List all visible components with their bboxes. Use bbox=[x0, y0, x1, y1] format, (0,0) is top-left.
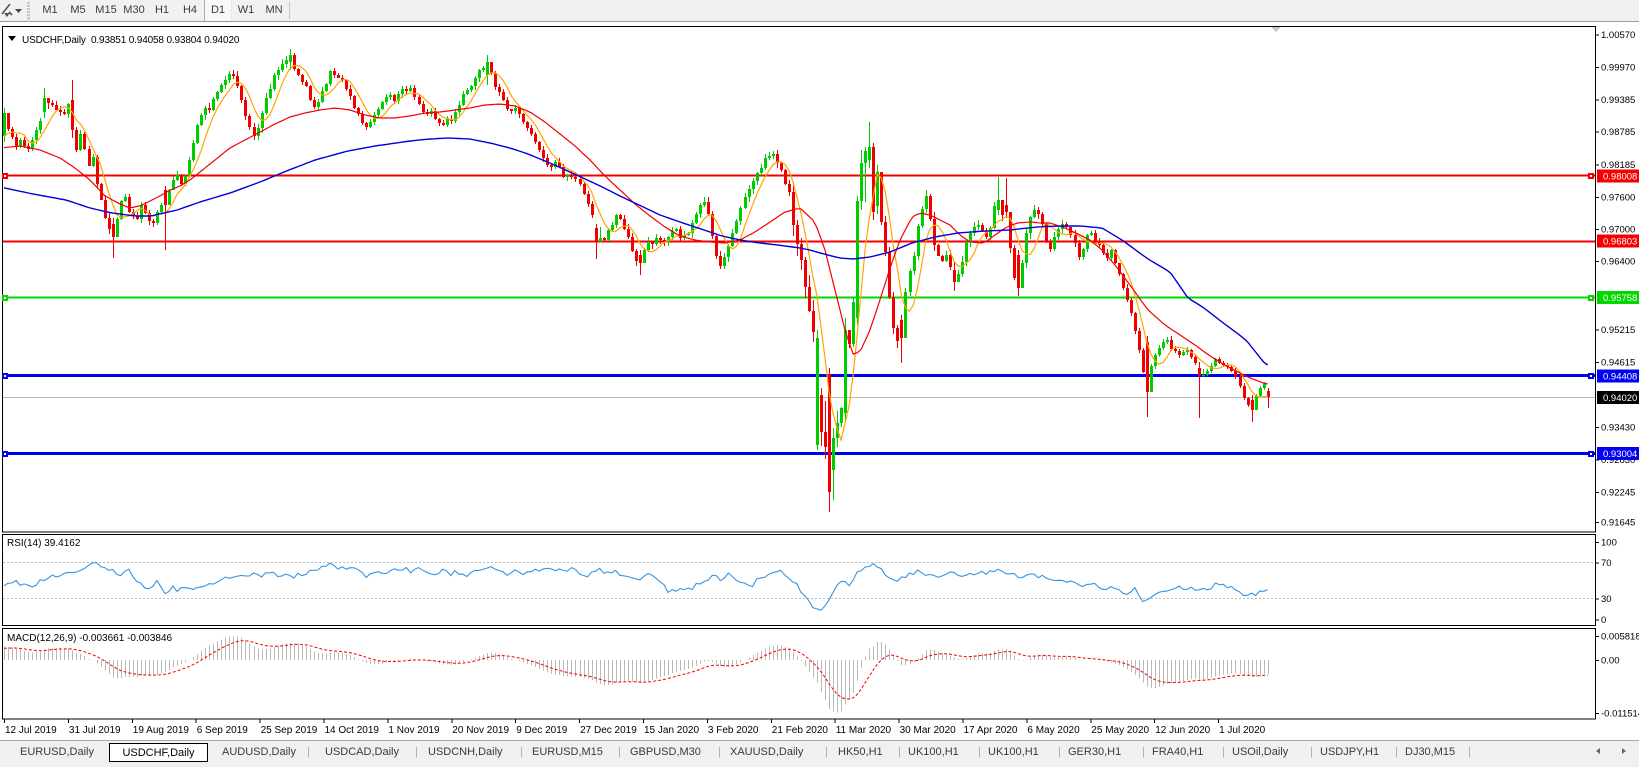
svg-text:0.005818: 0.005818 bbox=[1601, 632, 1639, 643]
svg-text:1 Jul 2020: 1 Jul 2020 bbox=[1219, 725, 1266, 736]
svg-text:25 Sep 2019: 25 Sep 2019 bbox=[261, 725, 318, 736]
svg-text:MACD(12,26,9) -0.003661 -0.003: MACD(12,26,9) -0.003661 -0.003846 bbox=[7, 633, 173, 644]
svg-text:21 Feb 2020: 21 Feb 2020 bbox=[772, 725, 829, 736]
svg-text:0.00: 0.00 bbox=[1601, 656, 1620, 667]
svg-text:0.91645: 0.91645 bbox=[1601, 518, 1635, 529]
svg-text:17 Apr 2020: 17 Apr 2020 bbox=[964, 725, 1018, 736]
svg-text:0.97000: 0.97000 bbox=[1601, 225, 1635, 236]
svg-text:0: 0 bbox=[1601, 615, 1606, 626]
svg-text:0.98785: 0.98785 bbox=[1601, 127, 1635, 138]
svg-text:0.96803: 0.96803 bbox=[1603, 237, 1637, 248]
svg-text:20 Nov 2019: 20 Nov 2019 bbox=[452, 725, 509, 736]
svg-text:0.97600: 0.97600 bbox=[1601, 193, 1635, 204]
svg-text:27 Dec 2019: 27 Dec 2019 bbox=[580, 725, 637, 736]
svg-text:USDCHF,Daily 0.93851 0.94058: USDCHF,Daily 0.93851 0.94058 0.93804 0.9… bbox=[22, 35, 240, 46]
svg-text:0.93430: 0.93430 bbox=[1601, 423, 1635, 434]
svg-text:3 Feb 2020: 3 Feb 2020 bbox=[708, 725, 759, 736]
svg-text:100: 100 bbox=[1601, 538, 1617, 549]
svg-text:0.95758: 0.95758 bbox=[1603, 293, 1637, 304]
svg-text:15 Jan 2020: 15 Jan 2020 bbox=[644, 725, 699, 736]
svg-text:0.98185: 0.98185 bbox=[1601, 160, 1635, 171]
svg-text:11 Mar 2020: 11 Mar 2020 bbox=[836, 725, 892, 736]
svg-text:0.98008: 0.98008 bbox=[1603, 172, 1637, 183]
svg-text:6 Sep 2019: 6 Sep 2019 bbox=[197, 725, 249, 736]
svg-text:12 Jul 2019: 12 Jul 2019 bbox=[5, 725, 57, 736]
svg-text:70: 70 bbox=[1601, 558, 1612, 569]
svg-text:-0.011514: -0.011514 bbox=[1601, 709, 1639, 720]
svg-text:0.94615: 0.94615 bbox=[1601, 358, 1635, 369]
svg-text:19 Aug 2019: 19 Aug 2019 bbox=[133, 725, 190, 736]
svg-text:0.94408: 0.94408 bbox=[1603, 372, 1637, 383]
svg-text:0.99385: 0.99385 bbox=[1601, 95, 1635, 106]
svg-text:0.94020: 0.94020 bbox=[1603, 393, 1637, 404]
svg-text:RSI(14) 39.4162: RSI(14) 39.4162 bbox=[7, 538, 81, 549]
svg-text:31 Jul 2019: 31 Jul 2019 bbox=[69, 725, 121, 736]
svg-text:0.96400: 0.96400 bbox=[1601, 257, 1635, 268]
svg-text:25 May 2020: 25 May 2020 bbox=[1091, 725, 1149, 736]
svg-text:30: 30 bbox=[1601, 594, 1612, 605]
svg-text:0.92245: 0.92245 bbox=[1601, 488, 1635, 499]
svg-text:0.99970: 0.99970 bbox=[1601, 63, 1635, 74]
svg-text:1 Nov 2019: 1 Nov 2019 bbox=[388, 725, 440, 736]
svg-text:6 May 2020: 6 May 2020 bbox=[1027, 725, 1080, 736]
svg-text:9 Dec 2019: 9 Dec 2019 bbox=[516, 725, 568, 736]
svg-text:14 Oct 2019: 14 Oct 2019 bbox=[325, 725, 380, 736]
svg-text:12 Jun 2020: 12 Jun 2020 bbox=[1155, 725, 1210, 736]
svg-text:0.93004: 0.93004 bbox=[1603, 449, 1637, 460]
svg-text:30 Mar 2020: 30 Mar 2020 bbox=[900, 725, 957, 736]
svg-text:0.95215: 0.95215 bbox=[1601, 325, 1635, 336]
svg-text:1.00570: 1.00570 bbox=[1601, 30, 1635, 41]
svg-text:0.92830: 0.92830 bbox=[1601, 455, 1635, 466]
